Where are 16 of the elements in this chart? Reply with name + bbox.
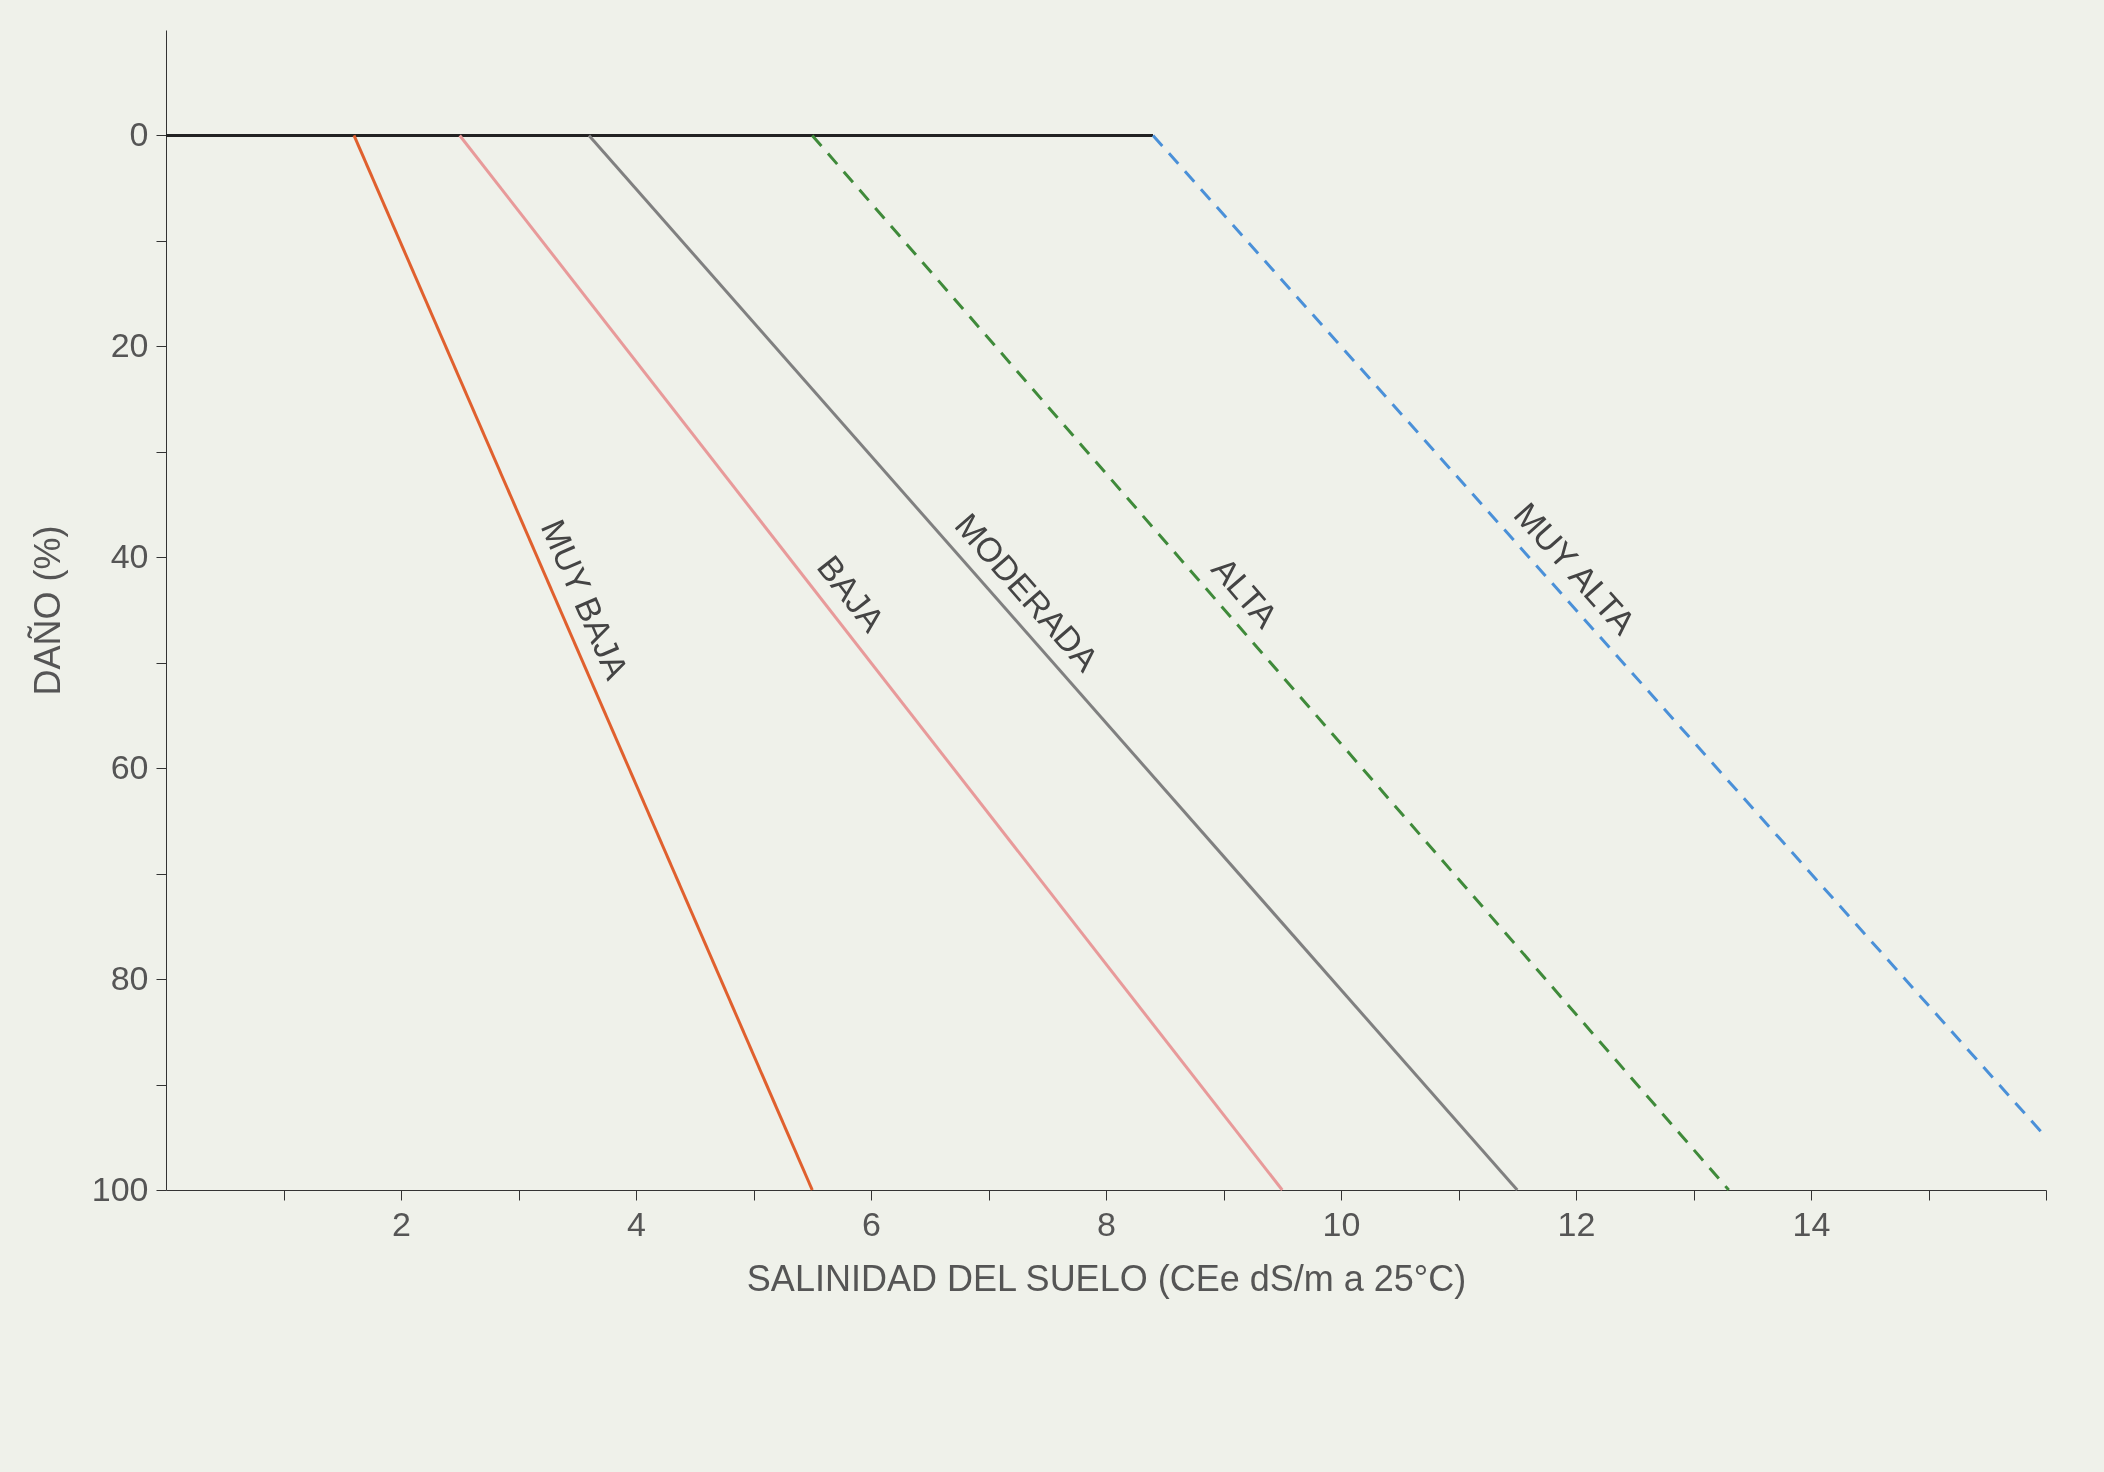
y-tick-label: 60 (110, 747, 149, 786)
x-tick-label: 8 (1097, 1204, 1116, 1243)
x-axis-title: SALINIDAD DEL SUELO (CEe dS/m a 25°C) (746, 1257, 1467, 1299)
y-tick-label: 80 (110, 958, 149, 997)
x-tick-label: 6 (862, 1204, 881, 1243)
y-tick-label: 0 (129, 114, 149, 153)
y-tick-label: 100 (91, 1169, 149, 1208)
x-tick-label: 4 (627, 1204, 646, 1243)
y-tick-label: 20 (110, 325, 149, 364)
y-tick-label: 40 (110, 536, 149, 575)
x-tick-label: 10 (1322, 1204, 1361, 1243)
x-tick-label: 12 (1557, 1204, 1596, 1243)
x-tick-label: 2 (392, 1204, 411, 1243)
y-axis-title: DAÑO (%) (26, 525, 68, 696)
x-tick-label: 14 (1792, 1204, 1831, 1243)
text: MUY BAJA (533, 513, 637, 685)
